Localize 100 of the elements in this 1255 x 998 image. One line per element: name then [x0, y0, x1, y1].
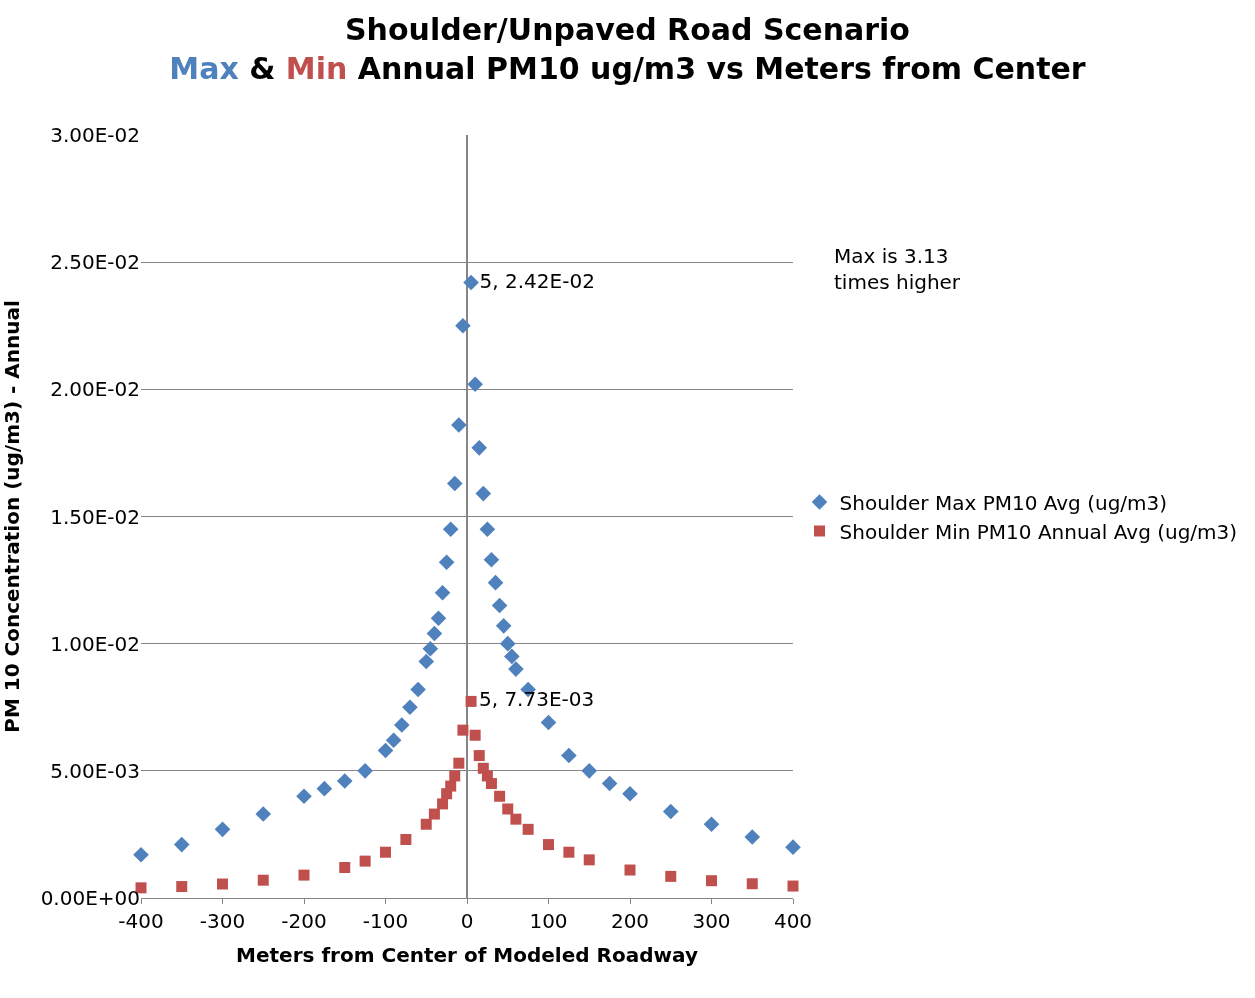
point [499, 635, 516, 652]
legend-label: Shoulder Max PM10 Avg (ug/m3) [839, 490, 1168, 515]
point [426, 625, 443, 642]
point [479, 521, 496, 538]
point [487, 574, 504, 591]
point [471, 440, 488, 456]
point [437, 798, 449, 810]
x-tick-label: 0 [460, 909, 474, 933]
point [473, 750, 485, 762]
point [339, 861, 351, 873]
point [449, 770, 461, 782]
point [662, 803, 679, 820]
point [581, 763, 598, 779]
point [357, 763, 373, 779]
x-tick-label: -300 [199, 909, 246, 933]
point [428, 808, 440, 820]
point [445, 780, 457, 792]
point [510, 813, 522, 825]
point [176, 881, 188, 893]
x-tick-label: -200 [281, 909, 327, 933]
point [217, 878, 228, 890]
point [453, 757, 465, 769]
point [583, 854, 595, 866]
point [377, 742, 394, 759]
point [455, 317, 471, 334]
point [394, 717, 410, 733]
y-tick-label: 0.00E+00 [40, 886, 140, 910]
point [173, 836, 190, 853]
point [475, 485, 492, 502]
point [485, 778, 497, 790]
point [438, 554, 455, 571]
point [563, 846, 575, 858]
y-tick-label: 1.50E-02 [50, 504, 140, 529]
point [336, 773, 353, 789]
y-tick-label: 1.00E-02 [50, 631, 140, 656]
point [787, 880, 799, 892]
x-axis-title: Meters from Center of Modeled Roadway [236, 942, 698, 967]
point [257, 874, 269, 886]
chart-subtitle: Max & Min Annual PM10 ug/m3 vs Meters from Center [169, 50, 1086, 86]
point [706, 875, 717, 887]
point [255, 806, 272, 822]
x-tick-label: -100 [362, 909, 409, 933]
point [543, 839, 554, 851]
x-tick-label: -400 [118, 909, 164, 933]
point [540, 714, 557, 731]
point [522, 823, 534, 835]
point [422, 640, 439, 657]
point [296, 788, 312, 805]
point [298, 869, 310, 881]
point [380, 846, 391, 858]
point [446, 475, 463, 492]
point [703, 816, 720, 833]
point [214, 821, 231, 838]
point [133, 846, 149, 863]
data-label: 5, 2.42E-02 [479, 268, 595, 293]
point [483, 551, 500, 568]
point [744, 829, 761, 845]
point [504, 648, 520, 665]
x-tick-label: 400 [773, 909, 813, 933]
point [359, 855, 371, 867]
point [430, 610, 447, 627]
point [316, 780, 333, 797]
point [624, 864, 636, 876]
chart-title: Shoulder/Unpaved Road Scenario [345, 11, 910, 47]
point [402, 699, 418, 716]
point [465, 695, 477, 707]
y-axis-title: PM 10 Concentration (ug/m3) - Annual [0, 300, 25, 733]
y-tick-label: 3.00E-02 [50, 123, 140, 147]
point [469, 729, 481, 741]
y-tick-label: 2.00E-02 [50, 377, 140, 402]
point [785, 839, 801, 855]
legend-label: Shoulder Min PM10 Annual Avg (ug/m3) [839, 519, 1238, 544]
point [451, 417, 467, 433]
x-tick-label: 200 [610, 909, 650, 933]
x-tick-label: 300 [692, 909, 731, 933]
point [410, 681, 426, 698]
data-label: 5, 7.73E-03 [478, 687, 595, 712]
point [502, 803, 514, 815]
text: Max is 3.13 times higher [834, 244, 961, 294]
x-tick-label: 100 [529, 909, 568, 933]
point [400, 834, 412, 845]
y-tick-label: 2.50E-02 [50, 250, 140, 275]
point [494, 790, 506, 802]
point [457, 724, 469, 736]
point [463, 274, 479, 291]
point [434, 585, 451, 601]
point [418, 653, 435, 670]
point [746, 878, 758, 890]
point [420, 818, 432, 830]
point [561, 747, 577, 764]
point [491, 597, 508, 614]
y-tick-label: 5.00E-03 [50, 758, 140, 783]
point [467, 376, 483, 393]
point [601, 775, 618, 792]
point [385, 732, 402, 749]
point [495, 618, 512, 634]
point [665, 870, 677, 882]
point [508, 661, 524, 677]
point [442, 521, 459, 538]
point [622, 785, 638, 802]
